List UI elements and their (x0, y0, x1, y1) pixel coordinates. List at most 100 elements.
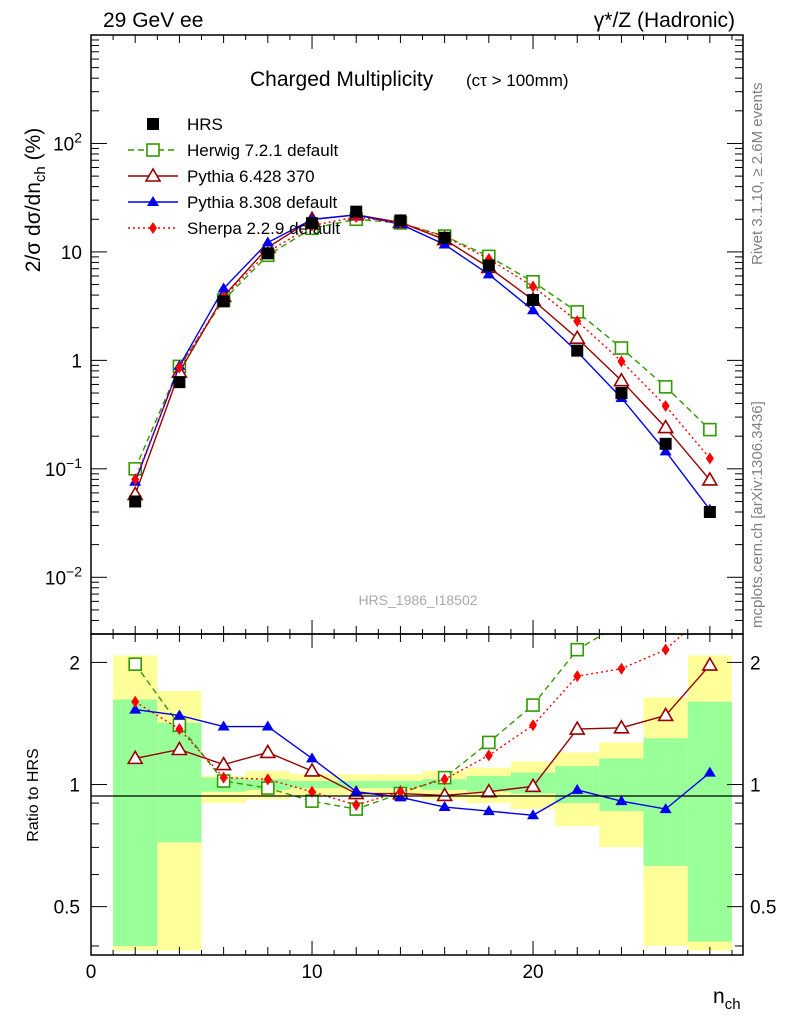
ratio-point-pythia-8-308-default (217, 720, 230, 731)
ratio-tick-label-left: 0.5 (54, 898, 80, 919)
x-tick-label: 0 (86, 962, 97, 983)
ratio-point-pythia-6-428-370 (480, 783, 498, 798)
point-sherpa-2-2-9-default (131, 473, 140, 486)
ratio-point-herwig-7-2-1-default (482, 735, 496, 750)
ratio-uncertainty-bands (113, 655, 732, 951)
legend-label-pythia-6-428-370: Pythia 6.428 370 (187, 167, 315, 186)
ratio-point-pythia-6-428-370 (613, 719, 630, 734)
rivet-label: Rivet 3.1.10, ≥ 2.6M events (749, 83, 766, 266)
ratio-point-sherpa-2-2-9-default (661, 643, 670, 656)
point-hrs (703, 505, 716, 518)
ratio-point-herwig-7-2-1-default (128, 657, 143, 671)
ratio-line-herwig-7-2-1-default (134, 634, 605, 810)
ratio-point-sherpa-2-2-9-default (219, 771, 228, 784)
ratio-line-pythia-8-308-default (135, 708, 711, 816)
line-pythia-6-428-370 (134, 214, 711, 495)
y-axis-label: 2/σ dσ/dnch (%) (22, 128, 49, 273)
ratio-tick-label-right: 2 (750, 653, 761, 674)
legend: HRS Herwig 7.2.1 default Pythia 6.428 370 P… (128, 115, 340, 238)
ratio-point-pythia-8-308-default (527, 809, 540, 820)
ratio-point-sherpa-2-2-9-default (308, 785, 317, 798)
band-green-4 (289, 781, 335, 789)
x-tick-label: 10 (301, 962, 322, 983)
ratio-point-pythia-6-428-370 (701, 656, 719, 671)
chart-title: Charged Multiplicity (250, 68, 434, 91)
band-green-6 (378, 781, 423, 789)
analysis-label: HRS_1986_I18502 (358, 592, 477, 608)
mcplots-label: mcplots.cern.ch [arXiv:1306.3436] (749, 401, 766, 628)
legend-label-sherpa-2-2-9-default: Sherpa 2.2.9 default (187, 219, 340, 238)
point-hrs (261, 247, 274, 260)
header-left: 29 GeV ee (103, 9, 203, 32)
ratio-axis-label: Ratio to HRS (25, 748, 42, 841)
y-tick-label: 1 (71, 351, 82, 372)
point-pythia-6-428-370 (701, 471, 719, 486)
band-green-0 (113, 699, 158, 946)
y-tick-label: 10−1 (45, 455, 82, 481)
ratio-point-herwig-7-2-1-default (570, 642, 585, 657)
point-herwig-7-2-1-default (614, 341, 629, 355)
point-hrs (129, 495, 142, 508)
ratio-point-sherpa-2-2-9-default (352, 799, 361, 812)
ratio-point-pythia-6-428-370 (303, 762, 321, 777)
ratio-tick-label-right: 0.5 (750, 898, 776, 919)
legend-marker-pythia-6-428-370 (144, 167, 162, 182)
legend-label-hrs: HRS (187, 115, 223, 134)
ratio-point-herwig-7-2-1-default (526, 698, 540, 712)
legend-label-herwig-7-2-1-default: Herwig 7.2.1 default (187, 141, 338, 160)
ratio-point-pythia-8-308-default (129, 703, 142, 714)
main-series (126, 205, 719, 518)
x-axis-label: nch (713, 985, 741, 1013)
point-pythia-8-308-default (261, 236, 274, 247)
point-sherpa-2-2-9-default (705, 452, 714, 465)
ratio-point-pythia-8-308-default (306, 752, 319, 763)
ratio-line-pythia-6-428-370 (135, 664, 711, 797)
ratio-point-sherpa-2-2-9-default (175, 723, 184, 736)
ratio-point-pythia-8-308-default (173, 709, 186, 720)
point-hrs (438, 231, 451, 244)
ratio-tick-label-right: 1 (750, 776, 761, 797)
ratio-point-pythia-6-428-370 (259, 743, 277, 759)
band-green-13 (687, 701, 732, 942)
ratio-point-pythia-6-428-370 (436, 786, 454, 802)
point-herwig-7-2-1-default (703, 422, 717, 437)
point-pythia-6-428-370 (568, 329, 586, 345)
band-green-1 (157, 722, 202, 843)
ratio-line-sherpa-2-2-9-default (134, 634, 684, 806)
ratio-point-pythia-6-428-370 (568, 720, 586, 735)
point-hrs (571, 344, 584, 357)
ratio-point-pythia-6-428-370 (657, 706, 675, 722)
point-sherpa-2-2-9-default (617, 355, 626, 368)
ratio-point-sherpa-2-2-9-default (573, 670, 582, 683)
point-hrs (394, 214, 407, 227)
point-hrs (482, 259, 495, 272)
ratio-point-pythia-8-308-default (482, 805, 495, 816)
line-herwig-7-2-1-default (134, 218, 711, 470)
line-sherpa-2-2-9-default (134, 216, 711, 480)
point-hrs (306, 217, 319, 230)
point-hrs (659, 437, 672, 450)
ratio-tick-label-left: 2 (69, 653, 80, 674)
legend-marker-herwig-7-2-1-default (146, 143, 160, 157)
axes-ticks: 0 10 20 10−2 10−1 1 10 102 0.5 0.5 1 1 2 2 (45, 35, 776, 983)
ratio-point-sherpa-2-2-9-default (617, 662, 626, 675)
x-tick-label: 20 (522, 962, 543, 983)
ratio-point-pythia-8-308-default (703, 766, 716, 777)
ratio-point-pythia-6-428-370 (524, 777, 542, 793)
line-pythia-8-308-default (134, 214, 711, 511)
ratio-point-pythia-8-308-default (261, 720, 274, 731)
legend-marker-hrs (147, 118, 159, 130)
point-pythia-8-308-default (527, 304, 540, 315)
point-pythia-8-308-default (217, 282, 230, 293)
ratio-point-pythia-8-308-default (615, 795, 628, 806)
y-tick-label: 10 (61, 243, 82, 264)
ratio-point-sherpa-2-2-9-default (131, 695, 140, 708)
point-sherpa-2-2-9-default (661, 399, 670, 412)
point-pythia-6-428-370 (657, 419, 675, 434)
ratio-point-pythia-8-308-default (571, 783, 584, 794)
y-tick-label: 102 (53, 129, 82, 155)
band-green-5 (334, 781, 379, 789)
point-herwig-7-2-1-default (658, 380, 673, 394)
header-right: γ*/Z (Hadronic) (594, 9, 735, 32)
